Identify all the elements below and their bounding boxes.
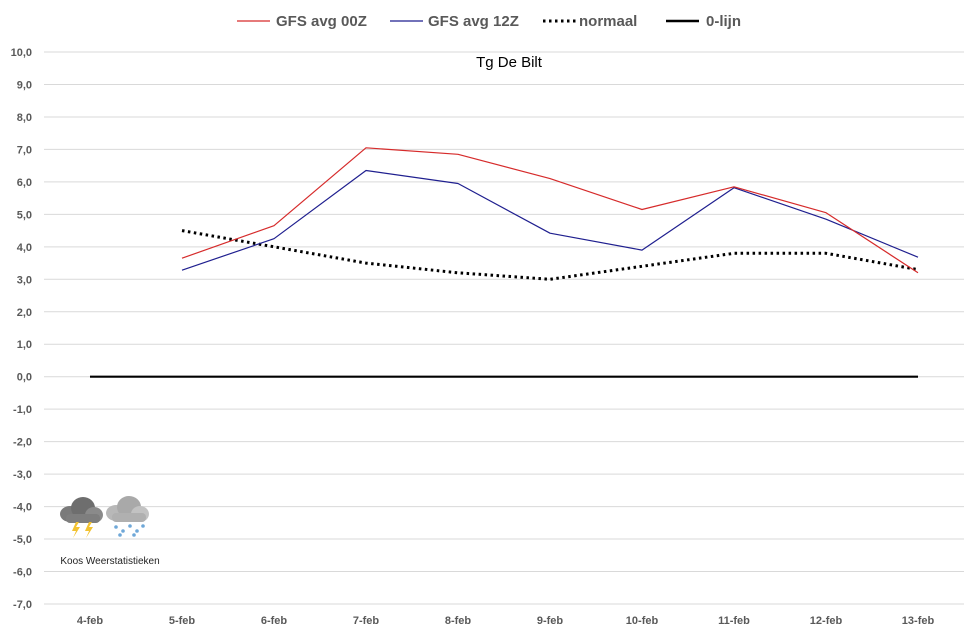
y-tick-label: 10,0: [11, 47, 32, 59]
x-tick-label: 8-feb: [445, 615, 472, 627]
y-tick-label: -4,0: [13, 502, 32, 514]
y-tick-label: -1,0: [13, 404, 32, 416]
legend-label: normaal: [579, 13, 637, 30]
x-axis-tick-labels: 4-feb 5-feb 6-feb 7-feb 8-feb 9-feb 10-feb 11-f…: [77, 615, 935, 627]
legend: GFS avg 00Z GFS avg 12Z normaal 0-lijn: [237, 13, 741, 30]
series-line-gfs-avg-12z: [181, 169, 919, 271]
x-tick-label: 6-feb: [261, 615, 288, 627]
y-tick-label: 4,0: [17, 242, 32, 254]
y-tick-label: 0,0: [17, 372, 32, 384]
watermark-text: Koos Weerstatistieken: [60, 556, 159, 567]
y-tick-label: 5,0: [17, 209, 32, 221]
series-line-gfs-avg-00z: [181, 147, 919, 274]
y-tick-label: -3,0: [13, 469, 32, 481]
x-tick-label: 4-feb: [77, 615, 104, 627]
legend-label: GFS avg 12Z: [428, 13, 519, 30]
y-axis-tick-labels: 10,0 9,0 8,0 7,0 6,0 5,0 4,0 3,0 2,0 1,0 0,0 -1,0 -2…: [11, 47, 32, 611]
y-tick-label: 7,0: [17, 144, 32, 156]
x-tick-label: 9-feb: [537, 615, 564, 627]
gridlines: [44, 51, 964, 605]
legend-label: GFS avg 00Z: [276, 13, 367, 30]
series-line-normaal: [181, 229, 919, 281]
y-tick-label: 6,0: [17, 177, 32, 189]
legend-label: 0-lijn: [706, 13, 741, 30]
x-tick-label: 13-feb: [902, 615, 935, 627]
x-tick-label: 5-feb: [169, 615, 196, 627]
snow-cloud-icon: [106, 496, 149, 537]
x-tick-label: 12-feb: [810, 615, 843, 627]
y-tick-label: -5,0: [13, 534, 32, 546]
y-tick-label: -2,0: [13, 437, 32, 449]
watermark-logo: Koos Weerstatistieken: [60, 496, 160, 567]
x-tick-label: 11-feb: [718, 615, 750, 627]
y-tick-label: 3,0: [17, 274, 32, 286]
x-tick-label: 10-feb: [626, 615, 659, 627]
thunderstorm-cloud-icon: [60, 497, 103, 538]
y-tick-label: -7,0: [13, 599, 32, 611]
y-tick-label: 2,0: [17, 307, 32, 319]
y-tick-label: 9,0: [17, 79, 32, 91]
y-tick-label: -6,0: [13, 567, 32, 579]
x-tick-label: 7-feb: [353, 615, 380, 627]
series-lines: [90, 147, 919, 378]
y-tick-label: 1,0: [17, 339, 32, 351]
chart-title: Tg De Bilt: [476, 54, 543, 71]
y-tick-label: 8,0: [17, 112, 32, 124]
